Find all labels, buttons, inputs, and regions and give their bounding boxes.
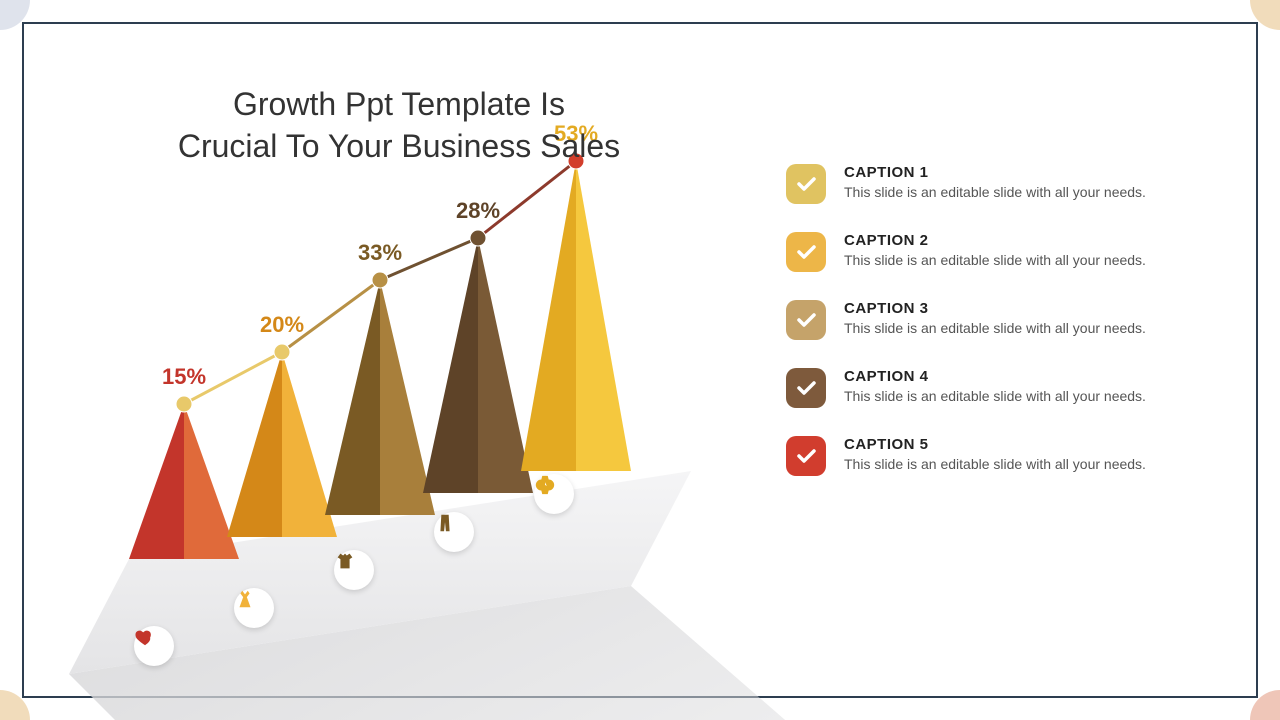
caption-row: CAPTION 4 This slide is an editable slide…	[786, 368, 1146, 408]
pct-label: 28%	[456, 198, 500, 224]
caption-text: CAPTION 1 This slide is an editable slide…	[844, 164, 1146, 202]
check-icon	[786, 164, 826, 204]
category-badge	[234, 588, 274, 628]
caption-row: CAPTION 2 This slide is an editable slide…	[786, 232, 1146, 272]
caption-body: This slide is an editable slide with all…	[844, 319, 1146, 338]
check-icon	[786, 300, 826, 340]
pct-label: 15%	[162, 364, 206, 390]
category-badge	[334, 550, 374, 590]
page-title: Growth Ppt Template Is Crucial To Your B…	[124, 84, 674, 167]
caption-title: CAPTION 5	[844, 436, 1146, 453]
category-badge	[434, 512, 474, 552]
caption-row: CAPTION 1 This slide is an editable slide…	[786, 164, 1146, 204]
category-badge	[534, 474, 574, 514]
check-icon	[786, 232, 826, 272]
pct-label: 33%	[358, 240, 402, 266]
watch-icon	[534, 474, 556, 496]
caption-body: This slide is an editable slide with all…	[844, 455, 1146, 474]
captions-list: CAPTION 1 This slide is an editable slide…	[786, 164, 1146, 476]
caption-title: CAPTION 1	[844, 164, 1146, 181]
check-icon	[786, 368, 826, 408]
title-line1: Growth Ppt Template Is	[233, 86, 565, 122]
caption-body: This slide is an editable slide with all…	[844, 183, 1146, 202]
caption-row: CAPTION 3 This slide is an editable slide…	[786, 300, 1146, 340]
caption-title: CAPTION 3	[844, 300, 1146, 317]
dress-icon	[234, 588, 256, 610]
caption-text: CAPTION 4 This slide is an editable slide…	[844, 368, 1146, 406]
title-line2: Crucial To Your Business Sales	[178, 128, 620, 164]
caption-text: CAPTION 3 This slide is an editable slide…	[844, 300, 1146, 338]
caption-text: CAPTION 5 This slide is an editable slide…	[844, 436, 1146, 474]
pct-label: 20%	[260, 312, 304, 338]
check-icon	[786, 436, 826, 476]
category-badge	[134, 626, 174, 666]
growth-chart: 15%20%33%28%53%	[94, 174, 714, 674]
caption-row: CAPTION 5 This slide is an editable slide…	[786, 436, 1146, 476]
caption-body: This slide is an editable slide with all…	[844, 251, 1146, 270]
heart-icon	[134, 626, 156, 648]
slide-frame: Growth Ppt Template Is Crucial To Your B…	[22, 22, 1258, 698]
caption-text: CAPTION 2 This slide is an editable slide…	[844, 232, 1146, 270]
pants-icon	[434, 512, 456, 534]
chart-svg	[94, 174, 714, 674]
caption-body: This slide is an editable slide with all…	[844, 387, 1146, 406]
caption-title: CAPTION 4	[844, 368, 1146, 385]
shirt-icon	[334, 550, 356, 572]
caption-title: CAPTION 2	[844, 232, 1146, 249]
